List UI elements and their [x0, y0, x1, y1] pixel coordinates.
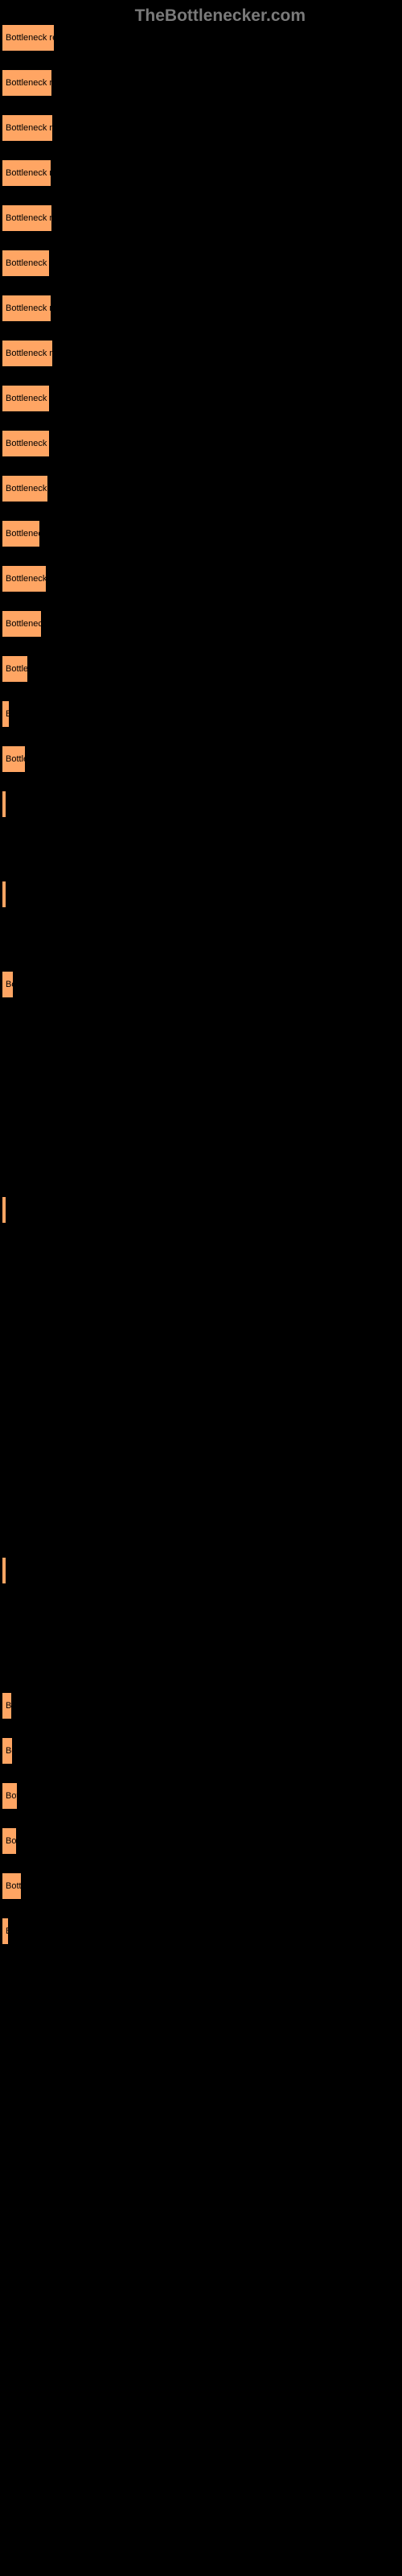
watermark-text: TheBottlenecker.com: [135, 6, 306, 26]
bar: Bottleneck re: [2, 475, 48, 502]
bar: [2, 1557, 6, 1584]
bar-row: Bottleneck res: [2, 114, 402, 142]
bar-row: [2, 1151, 402, 1179]
bar-row: [2, 1196, 402, 1224]
bar-row: [2, 1331, 402, 1359]
bar-label: Bottleneck re: [6, 394, 50, 403]
bar: Bottleneck res: [2, 159, 51, 187]
bar: Bottleneck re: [2, 385, 50, 412]
bar-label: Bottleneck re: [6, 484, 48, 493]
bar-row: Bottleneck: [2, 610, 402, 638]
bar-row: [2, 1016, 402, 1043]
bar-row: [2, 881, 402, 908]
bar-label: Bo: [6, 1701, 12, 1711]
bar: Bottleneck: [2, 610, 42, 638]
bar: [2, 1196, 6, 1224]
bar: Bottleneck resu: [2, 24, 55, 52]
bar-row: [2, 836, 402, 863]
bar: Bottleneck res: [2, 69, 52, 97]
bar-label: Bottleneck res: [6, 168, 51, 178]
bar-label: Bottleneck resu: [6, 33, 55, 43]
bar-row: Bottleneck r: [2, 565, 402, 592]
bar: Bottleneck re: [2, 430, 50, 457]
bar-row: [2, 791, 402, 818]
bar: Bo: [2, 1692, 12, 1719]
bar-row: Bottleneck re: [2, 430, 402, 457]
bar: Bottleneck res: [2, 204, 52, 232]
bar-label: Bottleneck: [6, 619, 42, 629]
bar-row: Bottleneck res: [2, 295, 402, 322]
bar-row: Bottleneck res: [2, 204, 402, 232]
bar-label: Bottleneck: [6, 529, 40, 539]
bar: Bottleneck r: [2, 565, 47, 592]
bar-row: Bottleneck: [2, 520, 402, 547]
bar: Bottleneck re: [2, 250, 50, 277]
bar: B: [2, 1918, 9, 1945]
bar-label: Bottleneck res: [6, 303, 51, 313]
bar-row: Bottleneck resu: [2, 24, 402, 52]
bar: Bottle: [2, 745, 26, 773]
bar-label: Bottleneck res: [6, 78, 52, 88]
bar-label: Bo: [6, 1746, 13, 1756]
bar-row: Bottleneck res: [2, 159, 402, 187]
bar-row: Bottleneck res: [2, 340, 402, 367]
bar: Bottleneck: [2, 520, 40, 547]
bar-label: Bottleneck re: [6, 439, 50, 448]
bar-row: B: [2, 1918, 402, 1945]
bar: Bot: [2, 1827, 17, 1855]
bar-row: [2, 1512, 402, 1539]
bar: [2, 881, 6, 908]
bar-label: B: [6, 1926, 9, 1936]
bar-label: Bot: [6, 1836, 17, 1846]
bar-label: B: [6, 709, 10, 719]
bar: Bottleneck res: [2, 295, 51, 322]
bar: [2, 791, 6, 818]
bar-label: Bottle: [6, 754, 26, 764]
bar: Bottleneck res: [2, 114, 53, 142]
bar-label: Bot: [6, 1791, 18, 1801]
bar-label: Bottleneck re: [6, 258, 50, 268]
bar-label: Bottleneck res: [6, 123, 53, 133]
bar: Bo: [2, 1737, 13, 1765]
bar: Bottlen: [2, 655, 28, 683]
bar: Bottleneck res: [2, 340, 53, 367]
bar-row: Bot: [2, 1827, 402, 1855]
bar-label: Bottleneck r: [6, 574, 47, 584]
bar-row: Bottleneck re: [2, 385, 402, 412]
bar-row: [2, 1422, 402, 1449]
bar-row: [2, 1061, 402, 1088]
bar-chart: Bottleneck resu Bottleneck res Bottleneck …: [0, 0, 402, 1945]
bar-row: Bottl: [2, 1872, 402, 1900]
bar-row: Bottleneck re: [2, 250, 402, 277]
bar-label: Bottl: [6, 1881, 22, 1891]
bar-row: Bo: [2, 1737, 402, 1765]
bar-row: [2, 1602, 402, 1629]
bar: B: [2, 700, 10, 728]
bar-row: Bottle: [2, 745, 402, 773]
bar-row: [2, 1467, 402, 1494]
bar-label: Bo: [6, 980, 14, 989]
bar-row: Bottlen: [2, 655, 402, 683]
bar: Bottl: [2, 1872, 22, 1900]
bar-row: [2, 1241, 402, 1269]
bar-row: [2, 1286, 402, 1314]
bar: Bo: [2, 971, 14, 998]
bar-row: Bottleneck re: [2, 475, 402, 502]
bar-row: Bot: [2, 1782, 402, 1810]
bar-row: [2, 1647, 402, 1674]
bar-row: [2, 1377, 402, 1404]
bar-row: Bo: [2, 971, 402, 998]
bar-row: [2, 1106, 402, 1133]
bar-row: [2, 1557, 402, 1584]
bar-row: [2, 926, 402, 953]
bar-label: Bottleneck res: [6, 213, 52, 223]
bar-label: Bottlen: [6, 664, 28, 674]
bar-label: Bottleneck res: [6, 349, 53, 358]
bar-row: Bo: [2, 1692, 402, 1719]
bar-row: B: [2, 700, 402, 728]
bar-row: Bottleneck res: [2, 69, 402, 97]
bar: Bot: [2, 1782, 18, 1810]
